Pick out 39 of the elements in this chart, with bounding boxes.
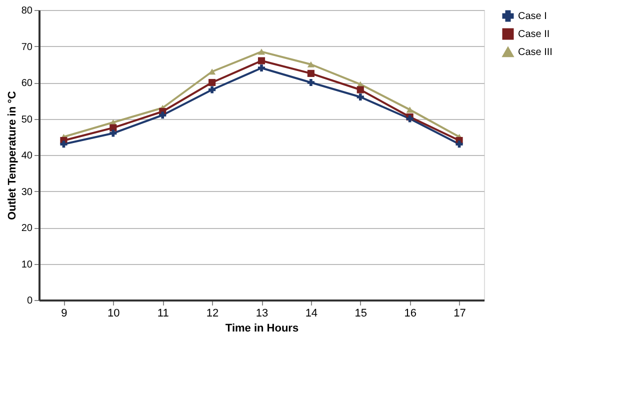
point — [110, 130, 117, 137]
x-tick-label: 11 — [157, 308, 169, 320]
x-tick-label: 15 — [354, 308, 368, 320]
legend-label: Case I — [518, 11, 547, 22]
y-tick-label: 30 — [21, 186, 33, 198]
y-tick-label: 10 — [21, 259, 33, 270]
point — [258, 48, 266, 55]
x-tick-label: 10 — [108, 308, 120, 320]
y-axis-title: Outlet Temperature in °C — [6, 91, 18, 220]
point — [356, 86, 364, 94]
x-tick-label: 16 — [404, 308, 416, 320]
y-tick-label: 40 — [21, 150, 33, 162]
point — [159, 112, 166, 119]
point — [307, 78, 314, 86]
point — [258, 64, 266, 72]
point — [456, 140, 463, 148]
x-tick-label: 17 — [454, 308, 466, 320]
point — [307, 70, 314, 77]
point — [258, 57, 266, 64]
point — [406, 106, 414, 113]
point — [208, 86, 216, 94]
y-tick-label: 60 — [21, 78, 33, 89]
point — [208, 68, 216, 75]
legend-label: Case II — [518, 29, 550, 40]
y-tick-label: 0 — [26, 296, 33, 306]
x-tick-label: 14 — [305, 308, 318, 320]
x-tick-label: 12 — [206, 308, 219, 320]
point — [356, 93, 364, 101]
x-axis-title: Time in Hours — [225, 322, 299, 334]
point — [307, 61, 314, 68]
y-tick-label: 70 — [21, 42, 33, 53]
point — [60, 140, 68, 148]
y-tick-label: 80 — [21, 6, 33, 16]
legend-label: Case III — [518, 47, 552, 58]
y-tick-label: 20 — [21, 223, 33, 234]
x-tick-label: 13 — [256, 308, 268, 320]
x-tick-label: 9 — [61, 308, 68, 320]
point — [208, 78, 216, 86]
y-tick-label: 50 — [21, 114, 33, 126]
